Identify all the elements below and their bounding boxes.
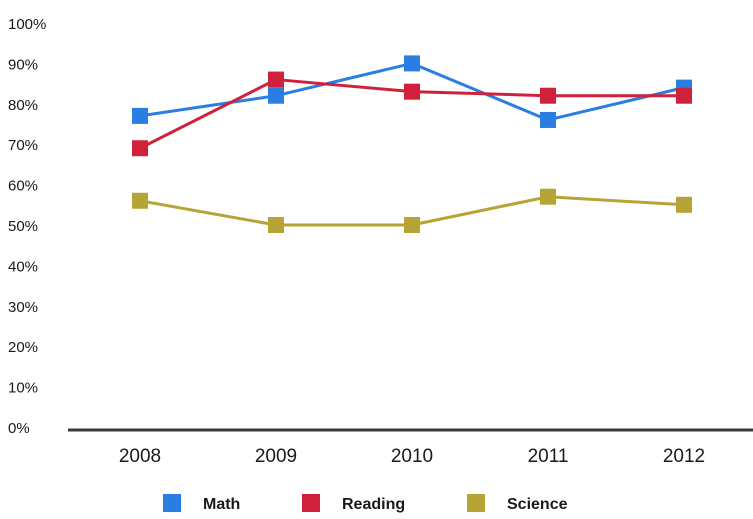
y-tick-label: 50% <box>8 218 38 235</box>
y-tick-label: 90% <box>8 56 38 73</box>
y-tick-label: 100% <box>8 16 46 33</box>
x-tick-label: 2012 <box>663 446 705 467</box>
legend-item-reading: Reading <box>302 494 405 513</box>
legend-swatch <box>163 494 181 512</box>
data-point-math <box>404 55 420 72</box>
data-point-science <box>132 192 148 209</box>
y-tick-label: 40% <box>8 258 38 275</box>
y-tick-label: 70% <box>8 137 38 154</box>
data-point-math <box>268 87 284 104</box>
data-point-reading <box>268 71 284 88</box>
legend-item-math: Math <box>163 494 240 513</box>
legend-item-science: Science <box>467 494 568 513</box>
series-markers <box>132 55 692 233</box>
data-point-science <box>676 196 692 213</box>
legend-label: Math <box>203 496 240 513</box>
x-tick-label: 2008 <box>119 446 161 467</box>
data-point-reading <box>540 87 556 104</box>
x-tick-label: 2009 <box>255 446 297 467</box>
data-point-reading <box>404 83 420 100</box>
y-tick-label: 60% <box>8 178 38 195</box>
y-tick-label: 20% <box>8 339 38 356</box>
y-axis-tick-labels: 0% 10% 20% 30% 40% 50% 60% 70% 80% 90% 100% <box>8 16 46 437</box>
data-point-science <box>404 217 420 233</box>
data-point-science <box>540 188 556 205</box>
legend-swatch <box>302 494 320 512</box>
x-tick-label: 2011 <box>528 446 569 467</box>
data-point-science <box>268 217 284 233</box>
x-axis-tick-labels: 2008 2009 2010 2011 2012 <box>119 446 705 467</box>
legend-swatch <box>467 494 485 512</box>
data-point-math <box>540 111 556 128</box>
data-point-reading <box>676 87 692 104</box>
legend-label: Science <box>507 496 568 513</box>
x-tick-label: 2010 <box>391 446 433 467</box>
legend: Math Reading Science <box>163 494 568 513</box>
data-point-reading <box>132 140 148 157</box>
y-tick-label: 0% <box>8 420 30 437</box>
y-tick-label: 10% <box>8 380 38 397</box>
data-point-math <box>132 107 148 124</box>
y-tick-label: 30% <box>8 299 38 316</box>
y-tick-label: 80% <box>8 97 38 114</box>
legend-label: Reading <box>342 496 405 513</box>
